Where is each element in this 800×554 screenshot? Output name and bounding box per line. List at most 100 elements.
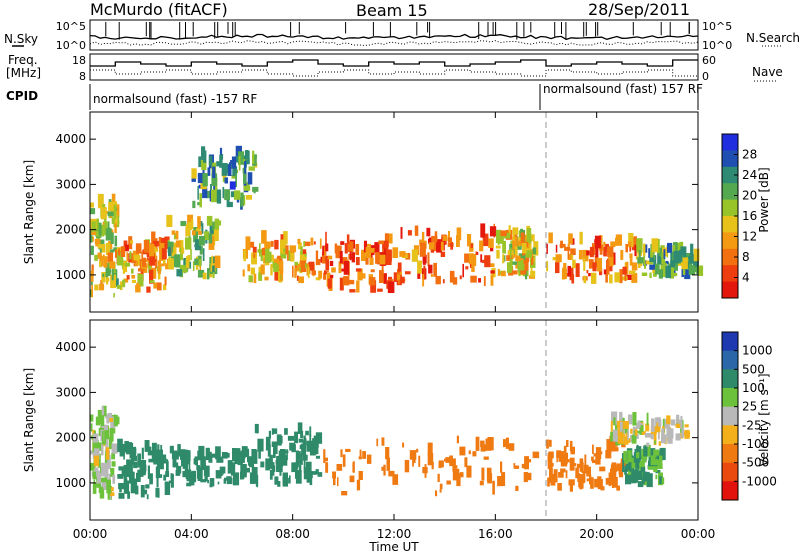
echo-cell — [131, 275, 136, 279]
echo-cell — [98, 222, 102, 236]
noise-tick-left-top: 10^5 — [56, 20, 86, 33]
echo-cell — [131, 253, 136, 264]
echo-cell — [197, 471, 202, 478]
echo-cell — [656, 422, 661, 433]
echo-cell — [591, 272, 597, 284]
echo-cell — [563, 445, 567, 454]
echo-cell — [374, 242, 380, 253]
echo-cell — [555, 262, 560, 274]
echo-cell — [151, 442, 157, 457]
echo-cell — [277, 457, 283, 467]
echo-cell — [246, 195, 252, 200]
velocity-x-ticks: 00:00 04:00 08:00 12:00 16:00 20:00 00:00 — [73, 320, 715, 541]
echo-cell — [107, 221, 110, 232]
echo-cell — [148, 458, 154, 463]
echo-cell — [318, 270, 323, 279]
echo-cell — [612, 429, 619, 442]
echo-cell — [325, 243, 329, 252]
colorbar-tick-label: 12 — [742, 230, 757, 244]
echo-cell — [186, 475, 193, 482]
echo-cell — [162, 254, 166, 265]
echo-cell — [103, 256, 108, 268]
echo-cell — [194, 239, 201, 251]
echo-cell — [638, 262, 641, 268]
echo-cell — [307, 266, 310, 279]
echo-cell — [157, 260, 161, 274]
echo-cell — [693, 248, 700, 262]
echo-cell — [599, 466, 606, 472]
xlabel: Time UT — [368, 540, 419, 554]
echo-cell — [123, 478, 128, 491]
echo-cell — [528, 234, 535, 242]
echo-cell — [146, 494, 149, 500]
echo-cell — [655, 459, 659, 466]
echo-cell — [413, 457, 416, 463]
echo-cell — [603, 269, 609, 275]
echo-cell — [304, 252, 307, 258]
echo-cell — [567, 253, 573, 260]
echo-cell — [612, 252, 616, 265]
echo-cell — [517, 240, 524, 246]
echo-cell — [100, 466, 102, 474]
y-tick-label: 3000 — [55, 177, 86, 191]
echo-cell — [607, 246, 614, 257]
echo-cell — [278, 450, 285, 460]
echo-cell — [234, 190, 241, 200]
echo-cell — [508, 443, 515, 451]
echo-cell — [90, 202, 94, 208]
x-tick-label: 20:00 — [579, 527, 614, 541]
echo-cell — [550, 474, 556, 486]
echo-cell — [180, 221, 187, 227]
echo-cell — [612, 447, 619, 452]
echo-cell — [295, 469, 299, 479]
echo-cell — [187, 469, 192, 478]
echo-cell — [218, 470, 224, 475]
echo-cell — [137, 469, 144, 477]
echo-cell — [299, 453, 303, 465]
echo-cell — [464, 457, 468, 468]
echo-cell — [382, 240, 389, 255]
echo-cell — [252, 150, 255, 164]
echo-cell — [97, 252, 102, 259]
echo-cell — [546, 439, 549, 449]
echo-cell — [529, 250, 532, 258]
echo-cell — [299, 444, 304, 450]
echo-cell — [105, 267, 109, 278]
echo-cell — [475, 251, 478, 255]
echo-cell — [105, 457, 108, 464]
echo-cell — [127, 491, 130, 499]
echo-cell — [158, 237, 162, 249]
echo-cell — [428, 238, 431, 244]
echo-cell — [286, 449, 288, 461]
echo-cell — [110, 274, 116, 288]
y-tick-label: 3000 — [55, 385, 86, 399]
echo-cell — [138, 255, 141, 266]
echo-cell — [130, 452, 135, 465]
echo-cell — [156, 282, 162, 291]
echo-cell — [643, 243, 646, 256]
echo-cell — [616, 463, 623, 472]
echo-cell — [592, 459, 597, 464]
echo-cell — [644, 244, 648, 253]
echo-cell — [560, 240, 563, 249]
echo-cell — [294, 431, 298, 444]
echo-cell — [132, 250, 140, 259]
echo-cell — [155, 248, 159, 252]
echo-cell — [615, 234, 622, 246]
velocity-colorbar: 1000 500 100 25 -25 -100 -500 -1000 — [721, 331, 777, 501]
echo-cell — [279, 469, 282, 476]
y-tick-label: 4000 — [55, 340, 86, 354]
colorbar-tick-label: 4 — [742, 271, 750, 285]
echo-cell — [206, 215, 213, 226]
echo-cell — [171, 230, 176, 235]
echo-cell — [198, 231, 202, 235]
echo-cell — [589, 259, 594, 269]
echo-cell — [459, 446, 466, 456]
echo-cell — [379, 270, 384, 283]
echo-cell — [323, 270, 327, 275]
echo-cell — [628, 470, 633, 478]
echo-cell — [208, 155, 213, 166]
echo-cell — [610, 468, 617, 478]
echo-cell — [224, 452, 230, 458]
echo-cell — [675, 423, 681, 428]
